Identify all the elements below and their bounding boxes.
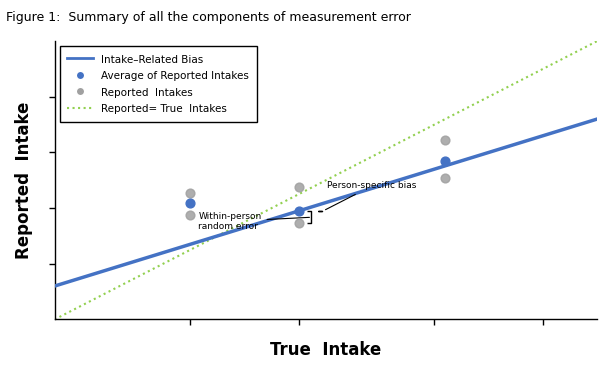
Point xyxy=(185,212,195,218)
Text: Figure 1:  Summary of all the components of measurement error: Figure 1: Summary of all the components … xyxy=(6,11,411,24)
Point xyxy=(185,190,195,196)
Point xyxy=(440,158,450,164)
Point xyxy=(294,208,304,214)
Point xyxy=(294,184,304,190)
Point xyxy=(440,137,450,143)
Text: Person-specific bias: Person-specific bias xyxy=(326,181,417,210)
Legend: Intake–Related Bias, Average of Reported Intakes, Reported  Intakes, Reported= T: Intake–Related Bias, Average of Reported… xyxy=(60,46,256,122)
Point xyxy=(294,220,304,226)
Point xyxy=(440,175,450,181)
Text: Within-person
random error: Within-person random error xyxy=(198,212,310,231)
Point xyxy=(185,200,195,206)
Y-axis label: Reported  Intake: Reported Intake xyxy=(15,102,33,259)
X-axis label: True  Intake: True Intake xyxy=(270,341,381,359)
